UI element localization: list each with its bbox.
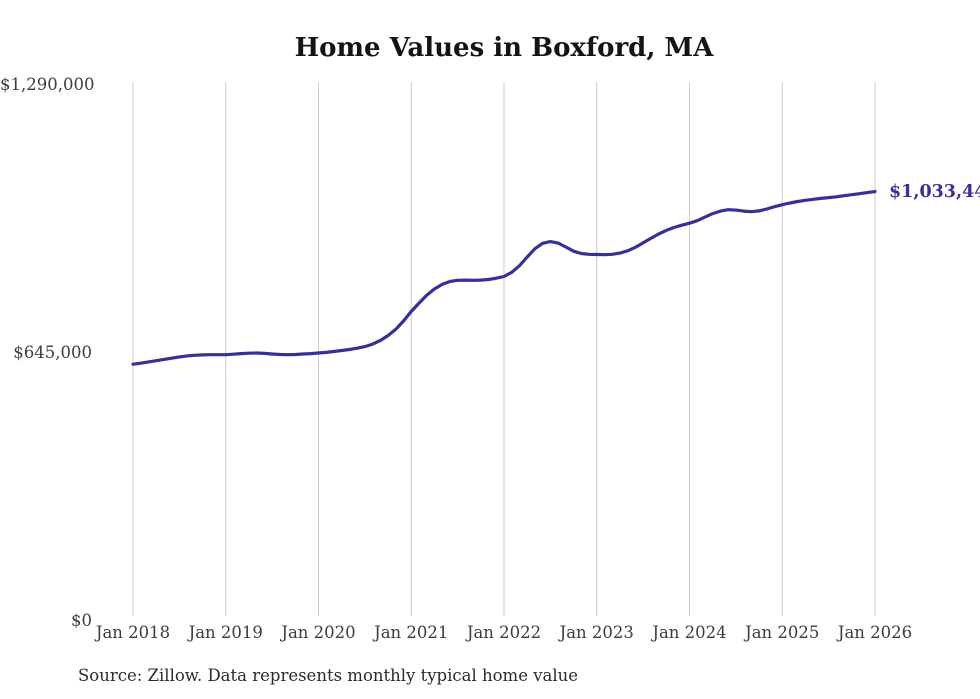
x-tick-label: Jan 2024 — [652, 623, 727, 642]
x-tick-label: Jan 2026 — [837, 623, 913, 642]
y-tick-label: $1,290,000 — [0, 75, 95, 94]
y-tick-label: $645,000 — [13, 343, 92, 362]
x-tick-label: Jan 2018 — [95, 623, 171, 642]
y-tick-label: $0 — [71, 611, 92, 630]
x-tick-label: Jan 2019 — [188, 623, 263, 642]
source-note: Source: Zillow. Data represents monthly … — [78, 666, 579, 685]
home-value-line — [131, 190, 877, 366]
x-tick-label: Jan 2021 — [374, 623, 449, 642]
chart-title: Home Values in Boxford, MA — [294, 33, 714, 63]
x-tick-label: Jan 2025 — [745, 623, 820, 642]
x-tick-label: Jan 2023 — [559, 623, 634, 642]
x-tick-label: Jan 2022 — [466, 623, 542, 642]
gridlines-group — [132, 82, 876, 616]
x-tick-label: Jan 2020 — [281, 623, 356, 642]
last-value-label: $1,033,440 — [889, 181, 980, 202]
